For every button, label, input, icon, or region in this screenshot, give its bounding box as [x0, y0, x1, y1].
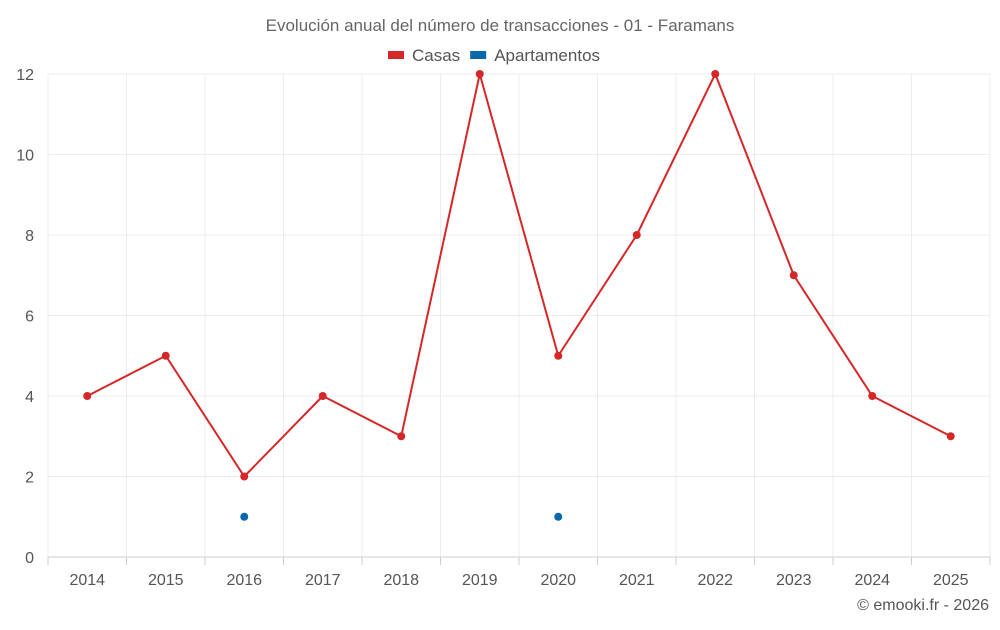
- legend-label-casas: Casas: [412, 46, 460, 65]
- legend: Casas Apartamentos: [388, 46, 600, 65]
- x-tick-label: 2016: [226, 572, 262, 589]
- data-point-casas: [789, 271, 798, 280]
- legend-swatch-apartamentos: [470, 51, 487, 59]
- series-line-casas: [86, 71, 952, 479]
- grid: [47, 73, 991, 558]
- data-point-casas: [161, 351, 170, 360]
- x-tick-label: 2022: [697, 572, 733, 589]
- x-tick-label: 2021: [619, 572, 655, 589]
- data-point-casas: [397, 432, 406, 441]
- x-tick-label: 2025: [933, 572, 969, 589]
- y-tick-label: 4: [25, 389, 34, 406]
- x-tick-label: 2017: [305, 572, 341, 589]
- data-point-casas: [475, 70, 484, 78]
- data-point-casas: [946, 432, 955, 441]
- y-axis: 0 2 4 6 8 10 12: [16, 67, 34, 567]
- legend-swatch-casas: [388, 51, 404, 59]
- data-point-casas: [711, 70, 720, 78]
- y-tick-label: 6: [25, 309, 34, 326]
- x-tick-label: 2014: [69, 572, 105, 589]
- y-tick-label: 12: [16, 67, 34, 84]
- x-tick-label: 2019: [462, 572, 498, 589]
- data-point-casas: [240, 472, 249, 481]
- series-layer: [83, 70, 955, 521]
- legend-label-apartamentos: Apartamentos: [494, 46, 600, 65]
- y-tick-label: 8: [25, 228, 34, 245]
- data-point-casas: [554, 351, 563, 360]
- y-tick-label: 0: [25, 550, 34, 567]
- x-tick-label: 2023: [776, 572, 812, 589]
- data-point-casas: [632, 231, 641, 239]
- x-tick-label: 2018: [383, 572, 419, 589]
- data-point-casas: [318, 392, 327, 400]
- data-point-casas: [83, 392, 92, 400]
- x-tick-label: 2020: [540, 572, 576, 589]
- x-tick-label: 2024: [854, 572, 890, 589]
- y-tick-label: 2: [25, 470, 34, 487]
- chart-title: Evolución anual del número de transaccio…: [266, 16, 735, 35]
- data-point-apartamentos: [240, 512, 249, 521]
- data-point-casas: [868, 392, 877, 400]
- chart-credit: © emooki.fr - 2026: [857, 597, 989, 614]
- x-axis: 2014 2015 2016 2017 2018 2019 2020 2021 2022 2023…: [47, 557, 991, 589]
- y-tick-label: 10: [16, 148, 34, 165]
- x-tick-label: 2015: [148, 572, 184, 589]
- data-point-apartamentos: [554, 512, 563, 521]
